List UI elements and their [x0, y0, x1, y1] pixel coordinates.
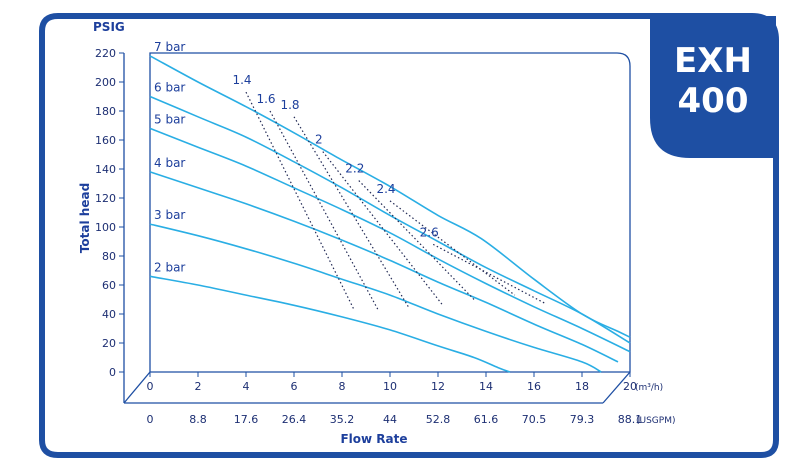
x-tick-label-usgpm: 70.5 [522, 413, 547, 426]
air-consumption-line [269, 110, 379, 310]
curve-5-bar [149, 127, 631, 353]
y-tick-label: 180 [95, 105, 116, 118]
x-axis-title: Flow Rate [340, 432, 407, 446]
y-tick-label: 60 [102, 279, 116, 292]
x-tick-label-usgpm: 52.8 [426, 413, 451, 426]
curve-label: 7 bar [154, 40, 185, 54]
x-axis-unit-bottom: (USGPM) [636, 416, 676, 426]
x-tick-label-m3h: 16 [527, 380, 541, 393]
brand-tab [650, 16, 776, 158]
y-tick-label: 20 [102, 337, 116, 350]
air-consumption-lines [245, 91, 547, 310]
x-tick-label-usgpm: 88.1 [618, 413, 643, 426]
x-tick-label-m3h: 6 [291, 380, 298, 393]
x-tick-label-m3h: 2 [195, 380, 202, 393]
air-consumption-label: 2.2 [345, 162, 364, 176]
y-tick-label: 120 [95, 192, 116, 205]
x-tick-label-m3h: 10 [383, 380, 397, 393]
y-tick-label: 160 [95, 134, 116, 147]
air-consumption-label: 2.4 [376, 182, 395, 196]
x-tick-label-usgpm: 17.6 [234, 413, 259, 426]
y-tick-label: 100 [95, 221, 116, 234]
labels: 7 bar 6 bar 5 bar 4 bar 3 bar 2 bar 1.4 1.6 1.8 2… [154, 40, 439, 274]
air-consumption-label: 2.6 [420, 225, 439, 239]
x-tick-label-usgpm: 8.8 [189, 413, 207, 426]
curve-label: 4 bar [154, 156, 185, 170]
y-tick-label: 0 [109, 366, 116, 379]
x-tick-label-usgpm: 44 [383, 413, 397, 426]
air-consumption-line [293, 116, 410, 309]
x-tick-label-m3h: 12 [431, 380, 445, 393]
y-tick-label: 80 [102, 250, 116, 263]
x-tick-label-m3h: 0 [147, 380, 154, 393]
axis-perspective-line [123, 371, 151, 404]
curve-4-bar [149, 171, 619, 363]
curve-label: 3 bar [154, 208, 185, 222]
curve-6-bar [149, 95, 631, 344]
curve-label: 5 bar [154, 112, 185, 126]
air-consumption-line [322, 151, 444, 306]
x-tick-label-usgpm: 79.3 [570, 413, 595, 426]
y-tick-label: 40 [102, 308, 116, 321]
air-consumption-label: 1.6 [256, 92, 275, 106]
x-tick-label-m3h: 20 [623, 380, 637, 393]
x-tick-label-usgpm: 35.2 [330, 413, 355, 426]
x-tick-label-usgpm: 26.4 [282, 413, 307, 426]
x-tick-label-usgpm: 61.6 [474, 413, 499, 426]
y-axis-title: Total head [78, 183, 92, 253]
plot-border [149, 52, 631, 373]
x-tick-label-m3h: 4 [243, 380, 250, 393]
x-tick-label-m3h: 14 [479, 380, 493, 393]
curve-2-bar [149, 275, 511, 373]
x-tick-label-m3h: 18 [575, 380, 589, 393]
air-consumption-label: 1.8 [280, 98, 299, 112]
curve-label: 6 bar [154, 81, 185, 95]
air-consumption-label: 2 [315, 133, 323, 147]
air-consumption-line [245, 91, 355, 310]
axis-right-perspective-line [602, 371, 631, 404]
y-tick-label: 220 [95, 47, 116, 60]
x-tick-label-m3h: 8 [339, 380, 346, 393]
curve-label: 2 bar [154, 260, 185, 274]
y-tick-label: 140 [95, 163, 116, 176]
brand-line2: 400 [678, 81, 749, 121]
curves [149, 55, 631, 373]
x-tick-label-usgpm: 0 [147, 413, 154, 426]
air-consumption-label: 1.4 [232, 73, 251, 87]
air-consumption-line [389, 200, 516, 296]
brand-line1: EXH [674, 41, 752, 81]
air-consumption-line [358, 180, 475, 300]
y-tick-label: 200 [95, 76, 116, 89]
x-axis-unit-top: (m³/h) [635, 383, 663, 393]
y-axis-unit: PSIG [93, 20, 125, 34]
air-consumption-line [432, 243, 547, 305]
curve-3-bar [149, 223, 602, 373]
